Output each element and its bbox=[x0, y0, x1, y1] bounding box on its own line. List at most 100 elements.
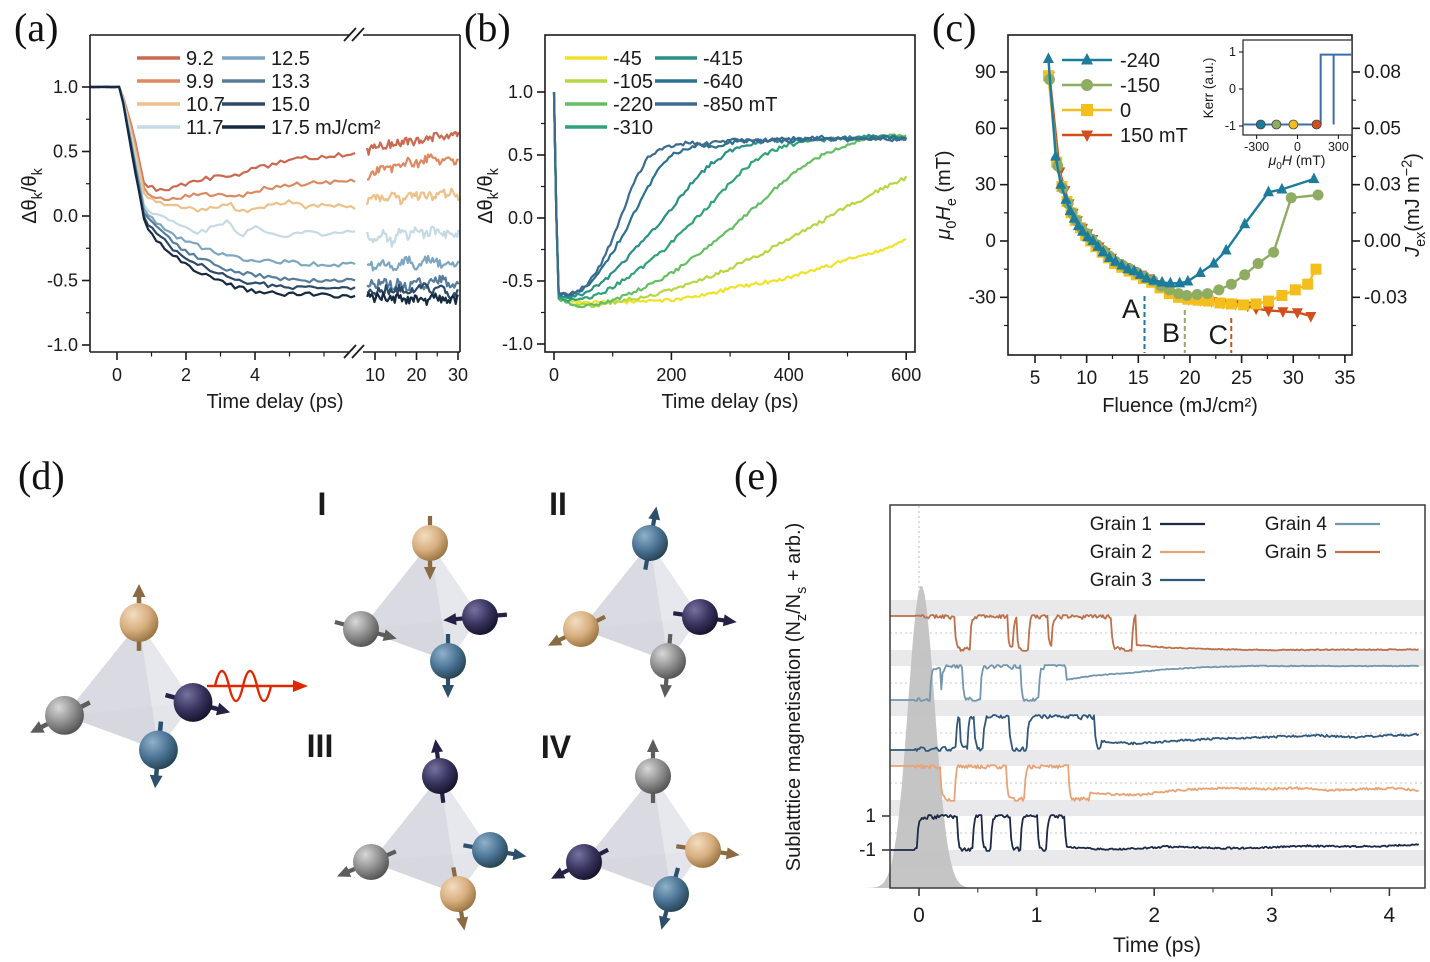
atom-gray bbox=[343, 611, 379, 647]
panel-b-chart: 1.0 0.5 0.0 -0.5 -1.0 0 200 400 600 Time delay (p… bbox=[475, 34, 921, 413]
y-axis-title: Sublatttice magnetisation (Nz/Ns + arb.) bbox=[783, 523, 810, 871]
laser-arrow-head bbox=[293, 680, 308, 692]
atom-navy bbox=[682, 599, 718, 635]
legend-label: -150 bbox=[1120, 75, 1160, 97]
plot-frame bbox=[889, 504, 1426, 889]
inset-y-axis-title: Kerr (a.u.) bbox=[1201, 58, 1216, 119]
legend-label: 17.5 bbox=[271, 117, 310, 139]
trace-Grain 5 bbox=[890, 614, 1419, 652]
atom-steel bbox=[653, 876, 689, 912]
series-9.9 bbox=[89, 85, 356, 202]
atom-navy bbox=[422, 758, 458, 794]
marker-circle bbox=[1213, 284, 1225, 296]
atom-tan bbox=[440, 876, 476, 912]
series-12.5-after-break bbox=[366, 254, 460, 272]
series-11.7-after-break bbox=[366, 225, 460, 248]
series-9.2-after-break bbox=[366, 131, 460, 156]
legend-label: 15.0 bbox=[271, 94, 310, 116]
atom-steel bbox=[632, 525, 668, 561]
marker-circle bbox=[1268, 246, 1280, 258]
series-10.7-after-break bbox=[366, 187, 460, 206]
hysteresis-loop bbox=[1243, 53, 1352, 126]
series--220 bbox=[552, 91, 907, 309]
y-right-tick-label: 0.03 bbox=[1364, 175, 1401, 196]
marker-triangle-down bbox=[1262, 306, 1274, 317]
tetrahedron-face bbox=[361, 543, 448, 661]
x-tick-label: 4 bbox=[1384, 904, 1396, 927]
marker-triangle-up bbox=[1055, 178, 1067, 189]
spin-arrow-head bbox=[456, 916, 469, 931]
marker-circle bbox=[1252, 258, 1264, 270]
y-axis-title: Δθk/θk bbox=[19, 167, 46, 223]
x-tick-label: 25 bbox=[1231, 368, 1252, 389]
marker-square bbox=[1302, 278, 1314, 290]
trace-Grain 4 bbox=[890, 664, 1420, 702]
laser-wave bbox=[213, 669, 273, 703]
y-tick-label: 0.5 bbox=[53, 142, 78, 162]
x-tick-label: 35 bbox=[1334, 368, 1355, 389]
marker-triangle-up bbox=[1276, 182, 1288, 194]
legend-label: -45 bbox=[613, 48, 642, 70]
marker-triangle-up bbox=[1156, 275, 1168, 287]
y-tick-label: 0 bbox=[985, 231, 996, 252]
tetrahedron-face bbox=[430, 543, 480, 661]
series-15.0-after-break bbox=[366, 282, 459, 300]
spin-arrow-head bbox=[512, 848, 527, 861]
spin-arrow-head bbox=[442, 685, 454, 698]
marker-circle bbox=[1191, 289, 1203, 301]
legend-label: Grain 4 bbox=[1265, 514, 1328, 535]
series--105 bbox=[552, 91, 908, 308]
marker-triangle-up bbox=[1134, 268, 1146, 279]
atom-steel bbox=[472, 832, 508, 868]
marker-triangle-up bbox=[1092, 240, 1104, 251]
y-right-tick-label: 0.08 bbox=[1364, 62, 1401, 83]
legend-label: 12.5 bbox=[271, 48, 310, 70]
marker-triangle-up bbox=[1164, 276, 1176, 288]
marker-triangle-up bbox=[1220, 243, 1232, 255]
marker-triangle-up bbox=[1239, 217, 1251, 229]
atom-tan bbox=[412, 525, 448, 561]
marker-triangle-up bbox=[1068, 211, 1080, 223]
series-17.5-after-break bbox=[366, 291, 459, 306]
x-tick-label: 15 bbox=[1128, 368, 1149, 389]
x-tick-label: 30 bbox=[448, 365, 468, 385]
x-tick-label: 0 bbox=[913, 904, 925, 927]
tetrahedron-face bbox=[581, 543, 668, 661]
legend-label: 9.9 bbox=[186, 71, 214, 93]
annotation-label-C: C bbox=[1209, 320, 1229, 350]
y-tick-label: 0.0 bbox=[508, 208, 533, 228]
y-tick-label: -0.5 bbox=[47, 271, 78, 291]
marker-square bbox=[1203, 295, 1215, 307]
marker-triangle-up bbox=[1064, 204, 1076, 216]
y-tick-label: 1.0 bbox=[53, 77, 78, 97]
spin-arrow-head bbox=[132, 584, 146, 598]
x-tick-label: 30 bbox=[1283, 368, 1304, 389]
atom-steel bbox=[139, 730, 178, 770]
legend-label: 0 bbox=[1120, 100, 1131, 122]
series--45 bbox=[552, 91, 907, 306]
inset-y-tick-label: 0 bbox=[1229, 82, 1236, 96]
legend-label: 10.7 bbox=[186, 94, 225, 116]
marker-triangle-down bbox=[1305, 311, 1317, 323]
legend-label: -105 bbox=[613, 71, 653, 93]
series--640 bbox=[552, 91, 907, 297]
panel-a-chart: 1.0 0.5 0.0 -0.5 -1.0 0 2 4 10 20 30 Time delay (ps… bbox=[19, 27, 468, 413]
x-tick-label: 20 bbox=[406, 365, 426, 385]
y-right-tick-label: 0.00 bbox=[1364, 231, 1401, 252]
marker-circle bbox=[1081, 79, 1093, 91]
marker-triangle-up bbox=[1042, 52, 1054, 63]
atom-tan bbox=[685, 832, 721, 868]
band-stripe bbox=[890, 700, 1425, 716]
spin-arrow-head bbox=[149, 774, 163, 789]
field-dot bbox=[1255, 119, 1266, 130]
kerr-inset: -300 0 300 1 0 -1 μ0H (mT) Kerr (a.u.) bbox=[1201, 39, 1353, 172]
series-10.7 bbox=[90, 85, 356, 214]
panel-e-chart: 0 1 2 3 4 1 -1 Time (ps) Sublatttice magnetisati… bbox=[783, 504, 1426, 957]
x-tick-label: 5 bbox=[1030, 368, 1041, 389]
legend-label: -310 bbox=[613, 117, 653, 139]
y-tick-label: 0.5 bbox=[508, 145, 533, 165]
y-tick-label: 30 bbox=[975, 175, 996, 196]
marker-triangle-up bbox=[1141, 272, 1153, 283]
state-numeral-II: II bbox=[549, 486, 567, 522]
